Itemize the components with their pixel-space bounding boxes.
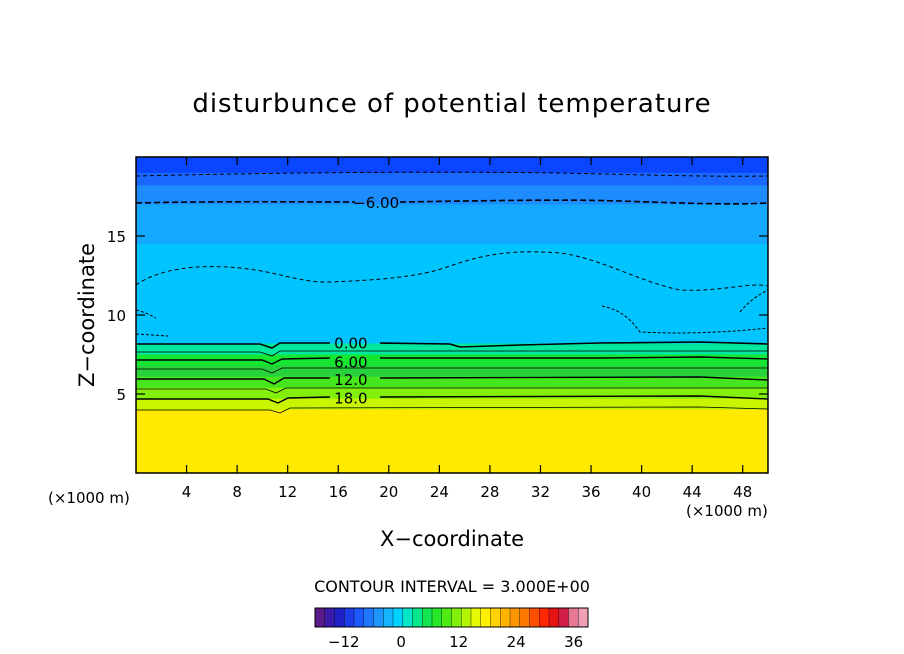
x-axis: 4 8 12 16 20 24 28 32 36 40 44 48 (182, 157, 752, 501)
contour-line-6 (136, 356, 768, 365)
x-tick-label-7: 32 (531, 483, 550, 501)
colorbar-cell-26 (568, 608, 579, 627)
colorbar-cell-24 (549, 608, 560, 627)
colorbar-tick-label-0: −12 (328, 633, 360, 651)
colorbar-cell-1 (324, 608, 335, 627)
fill-layer-4 (136, 243, 768, 345)
contour-fill-layers (136, 157, 768, 473)
chart-title: disturbunce of potential temperature (192, 89, 711, 119)
contour-line-minus6 (136, 199, 768, 205)
contour-line-12 (136, 376, 768, 385)
x-tick-label-4: 20 (379, 483, 398, 501)
contour-line-dashed-top (136, 171, 768, 177)
contour-line-18 (136, 395, 768, 404)
colorbar-cell-17 (480, 608, 491, 627)
colorbar-cell-13 (441, 608, 452, 627)
y-tick-label-1: 10 (107, 307, 126, 325)
contour-lines (136, 171, 768, 414)
contour-label-2: 6.00 (334, 353, 367, 371)
fill-layer-10 (136, 398, 768, 411)
colorbar-cell-22 (529, 608, 540, 627)
fill-layer-11 (136, 409, 768, 473)
colorbar-cell-7 (383, 608, 394, 627)
x-tick-label-5: 24 (430, 483, 449, 501)
x-tick-label-0: 4 (182, 483, 192, 501)
contour-line-dashed-mid (136, 251, 768, 291)
colorbar: −12 0 12 24 36 (314, 607, 589, 651)
colorbar-frame (314, 607, 589, 628)
colorbar-cell-8 (393, 608, 404, 627)
contour-line-21 (136, 406, 768, 414)
y-tick-label-0: 5 (116, 386, 126, 404)
colorbar-cell-6 (373, 608, 384, 627)
colorbar-cells (315, 608, 589, 627)
contour-line-0 (136, 341, 768, 349)
fill-layer-5 (136, 343, 768, 356)
colorbar-cell-2 (334, 608, 345, 627)
contour-line-9 (136, 367, 768, 374)
colorbar-cell-18 (490, 608, 501, 627)
colorbar-cell-14 (451, 608, 462, 627)
colorbar-cell-4 (354, 608, 365, 627)
colorbar-tick-label-2: 12 (449, 633, 468, 651)
x-tick-label-6: 28 (480, 483, 499, 501)
colorbar-cell-19 (500, 608, 511, 627)
colorbar-cell-0 (315, 608, 326, 627)
x-unit-right: (×1000 m) (686, 502, 768, 520)
x-tick-label-8: 36 (581, 483, 600, 501)
fill-layer-7 (136, 365, 768, 378)
fill-layer-6 (136, 354, 768, 367)
fill-layer-0 (136, 157, 768, 174)
colorbar-cell-3 (344, 608, 355, 627)
contour-line-15 (136, 387, 768, 394)
contour-label-4: 18.0 (334, 390, 367, 408)
x-tick-label-2: 12 (278, 483, 297, 501)
fill-layer-8 (136, 376, 768, 389)
y-tick-label-2: 15 (107, 228, 126, 246)
x-unit-left: (×1000 m) (48, 489, 130, 507)
contour-label-1: 0.00 (334, 334, 367, 352)
fill-layer-9 (136, 387, 768, 400)
colorbar-cell-27 (578, 608, 589, 627)
colorbar-cell-16 (471, 608, 482, 627)
fill-layer-1 (136, 172, 768, 187)
colorbar-cell-5 (363, 608, 374, 627)
colorbar-tick-label-3: 24 (507, 633, 526, 651)
colorbar-tick-label-4: 36 (564, 633, 583, 651)
contour-line-3 (136, 350, 768, 357)
x-tick-label-3: 16 (329, 483, 348, 501)
x-tick-label-9: 40 (632, 483, 651, 501)
x-tick-label-1: 8 (232, 483, 242, 501)
contour-label-3: 12.0 (334, 371, 367, 389)
colorbar-cell-25 (558, 608, 569, 627)
colorbar-cell-21 (519, 608, 530, 627)
contour-interval-text: CONTOUR INTERVAL = 3.000E+00 (314, 577, 590, 596)
colorbar-cell-10 (412, 608, 423, 627)
colorbar-cell-15 (461, 608, 472, 627)
colorbar-cell-11 (422, 608, 433, 627)
y-axis: 5 10 15 (107, 228, 768, 404)
y-axis-label: Z−coordinate (75, 243, 99, 387)
colorbar-cell-12 (432, 608, 443, 627)
contour-label-0: −6.00 (353, 194, 399, 212)
colorbar-cell-20 (510, 608, 521, 627)
colorbar-tick-label-1: 0 (396, 633, 406, 651)
x-axis-label: X−coordinate (380, 527, 524, 551)
colorbar-cell-23 (539, 608, 550, 627)
x-tick-label-10: 44 (683, 483, 702, 501)
contour-line-dashed-right (136, 289, 768, 337)
colorbar-ticks: −12 0 12 24 36 (328, 633, 583, 651)
colorbar-cell-9 (402, 608, 413, 627)
fill-layer-3 (136, 204, 768, 245)
x-tick-label-11: 48 (733, 483, 752, 501)
